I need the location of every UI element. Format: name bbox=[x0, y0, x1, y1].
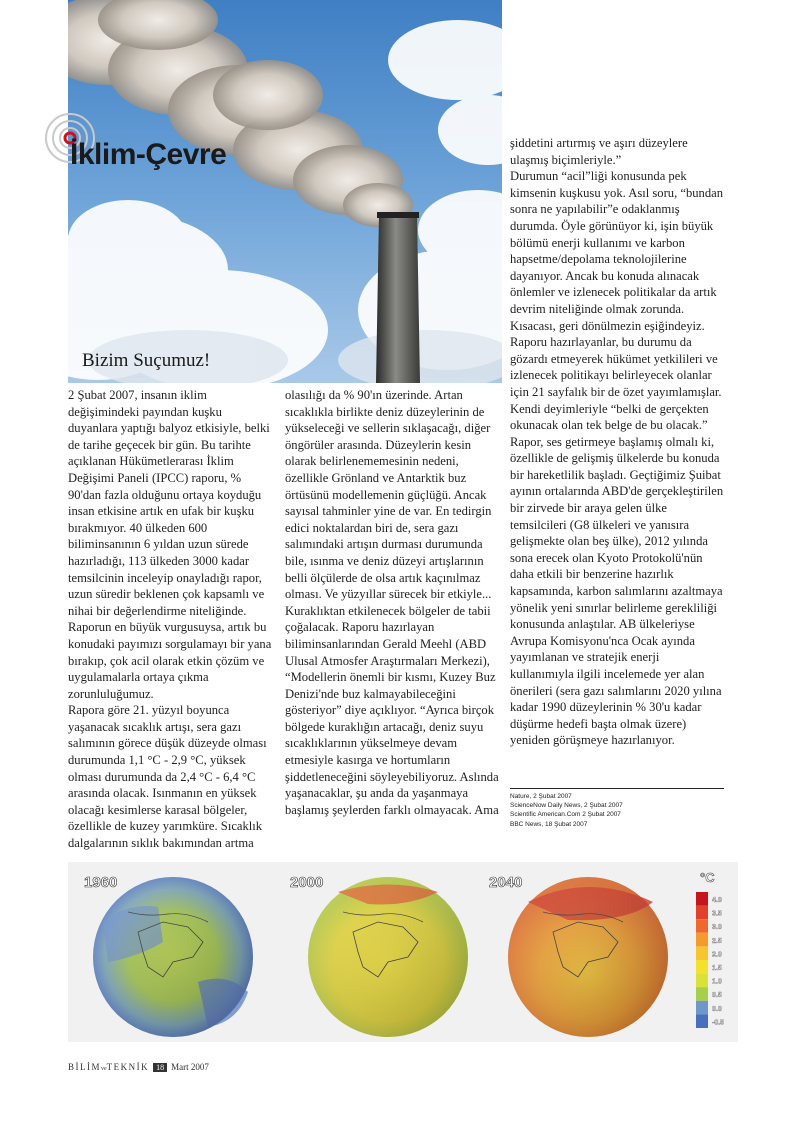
unit-label: °C bbox=[700, 870, 715, 885]
paragraph: Rapora göre 21. yüzyıl boyunca yaşanacak… bbox=[68, 703, 267, 851]
scale-swatch bbox=[696, 946, 708, 960]
magazine-brand: BİLİMveTEKNİK bbox=[68, 1062, 149, 1072]
reference-item: Scientific American.Com 2 Şubat 2007 bbox=[510, 811, 621, 819]
year-label: 1960 bbox=[84, 874, 117, 891]
scale-tick-label: 3.0 bbox=[712, 924, 722, 931]
color-scale: 4.0 3.5 3.0 2.5 2.0 1.5 1.0 0.5 0.0 -0.5 bbox=[696, 892, 724, 1028]
scale-swatch bbox=[696, 905, 708, 920]
scale-tick-label: 4.0 bbox=[712, 897, 722, 904]
section-logo bbox=[40, 108, 220, 188]
brand-left: BİLİM bbox=[68, 1062, 101, 1072]
brand-mid: ve bbox=[101, 1066, 107, 1072]
smokestack-photo bbox=[68, 0, 502, 383]
scale-tick-label: 2.0 bbox=[712, 951, 722, 958]
scale-tick-label: 3.5 bbox=[712, 911, 722, 918]
article-title: Bizim Suçumuz! bbox=[82, 350, 211, 371]
scale-tick-label: 2.5 bbox=[712, 938, 722, 945]
reference-item: Nature, 2 Şubat 2007 bbox=[510, 793, 572, 800]
scale-swatch bbox=[696, 919, 708, 933]
scale-swatch bbox=[696, 960, 708, 974]
temperature-globes-figure: 1960 2000 2040 °C 4.0 3.5 3.0 2.5 2.0 1.5 1.0 0… bbox=[68, 862, 738, 1042]
scale-swatch bbox=[696, 1000, 708, 1015]
scale-tick-label: -0.5 bbox=[712, 1019, 724, 1026]
section-title: İklim-Çevre bbox=[70, 138, 227, 171]
paragraph: şiddetini artırmış ve aşırı düzeylere ul… bbox=[510, 136, 688, 167]
scale-tick-label: 1.0 bbox=[712, 979, 722, 986]
scale-swatch bbox=[696, 987, 708, 1001]
scale-swatch bbox=[696, 1014, 708, 1028]
body-column-1: 2 Şubat 2007, insanın iklim değişimindek… bbox=[68, 387, 273, 852]
globe-2040 bbox=[508, 877, 668, 1037]
paragraph: Durumun “acil”liği konusunda pek kimseni… bbox=[510, 169, 724, 748]
paragraph: olasılığı da % 90'ın üzerinde. Artan sıc… bbox=[285, 388, 499, 817]
page-footer: BİLİMveTEKNİK 18 Mart 2007 bbox=[68, 1062, 209, 1072]
references: Nature, 2 Şubat 2007 ScienceNow Daily Ne… bbox=[510, 788, 724, 829]
scale-swatch bbox=[696, 973, 708, 988]
scale-swatch bbox=[696, 892, 708, 906]
year-label: 2040 bbox=[489, 874, 522, 891]
scale-tick-label: 0.5 bbox=[712, 992, 722, 999]
body-column-2: olasılığı da % 90'ın üzerinde. Artan sıc… bbox=[285, 387, 500, 818]
reference-item: BBC News, 18 Şubat 2007 bbox=[510, 820, 588, 828]
issue-date: Mart 2007 bbox=[171, 1062, 209, 1072]
reference-item: ScienceNow Daily News, 2 Şubat 2007 bbox=[510, 802, 623, 810]
globe-2000 bbox=[308, 877, 468, 1037]
year-label: 2000 bbox=[290, 874, 323, 891]
scale-tick-label: 0.0 bbox=[712, 1006, 722, 1013]
body-column-3: şiddetini artırmış ve aşırı düzeylere ul… bbox=[510, 135, 724, 749]
brand-right: TEKNİK bbox=[106, 1062, 150, 1072]
globe-1960 bbox=[93, 877, 253, 1037]
page-number: 18 bbox=[153, 1062, 168, 1072]
scale-tick-label: 1.5 bbox=[712, 965, 722, 972]
paragraph: 2 Şubat 2007, insanın iklim değişimindek… bbox=[68, 388, 272, 701]
scale-swatch bbox=[696, 932, 708, 947]
